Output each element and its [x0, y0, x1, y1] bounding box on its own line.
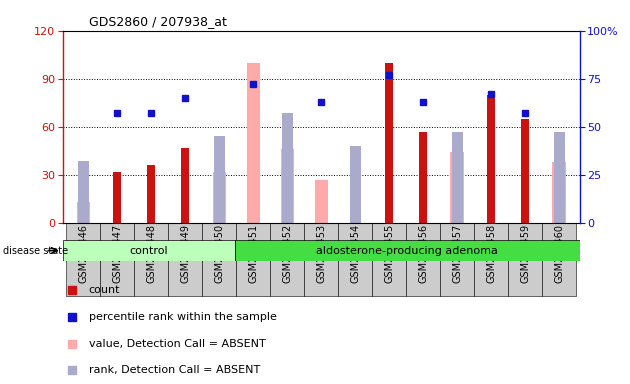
Bar	[452, 132, 462, 223]
FancyBboxPatch shape	[270, 223, 304, 296]
Bar	[314, 180, 328, 223]
Bar	[450, 152, 464, 223]
FancyBboxPatch shape	[406, 223, 440, 296]
Bar	[113, 172, 122, 223]
Bar	[385, 63, 393, 223]
Bar	[63, 240, 235, 261]
Text: control: control	[130, 245, 168, 256]
FancyBboxPatch shape	[440, 223, 474, 296]
Bar	[487, 95, 495, 223]
Bar	[246, 63, 260, 223]
Bar	[419, 132, 427, 223]
FancyBboxPatch shape	[100, 223, 134, 296]
Bar	[212, 172, 226, 223]
FancyBboxPatch shape	[202, 223, 236, 296]
Bar	[282, 113, 293, 223]
Bar	[214, 136, 225, 223]
FancyBboxPatch shape	[168, 223, 202, 296]
FancyBboxPatch shape	[338, 223, 372, 296]
Text: value, Detection Call = ABSENT: value, Detection Call = ABSENT	[88, 339, 265, 349]
FancyBboxPatch shape	[542, 223, 576, 296]
Bar	[554, 132, 564, 223]
Bar	[77, 202, 90, 223]
Text: disease state: disease state	[3, 246, 68, 256]
FancyBboxPatch shape	[508, 223, 542, 296]
Text: aldosterone-producing adenoma: aldosterone-producing adenoma	[316, 245, 498, 256]
FancyBboxPatch shape	[236, 223, 270, 296]
Text: count: count	[88, 285, 120, 295]
FancyBboxPatch shape	[372, 223, 406, 296]
FancyBboxPatch shape	[474, 223, 508, 296]
FancyBboxPatch shape	[66, 223, 100, 296]
FancyBboxPatch shape	[304, 223, 338, 296]
Bar	[78, 161, 89, 223]
FancyBboxPatch shape	[134, 223, 168, 296]
Text: GDS2860 / 207938_at: GDS2860 / 207938_at	[89, 15, 227, 28]
Bar	[181, 147, 190, 223]
Bar	[235, 240, 580, 261]
Text: percentile rank within the sample: percentile rank within the sample	[88, 312, 277, 322]
Bar	[147, 165, 156, 223]
Bar	[521, 119, 529, 223]
Bar	[280, 149, 294, 223]
Bar	[553, 162, 566, 223]
Bar	[350, 146, 361, 223]
Text: rank, Detection Call = ABSENT: rank, Detection Call = ABSENT	[88, 365, 260, 375]
